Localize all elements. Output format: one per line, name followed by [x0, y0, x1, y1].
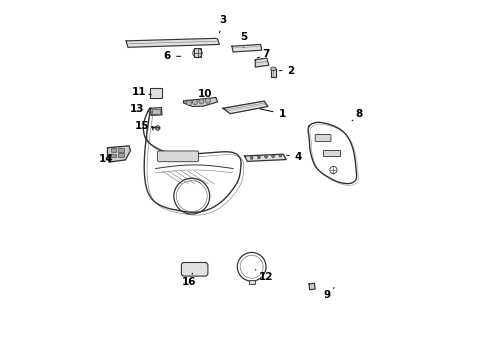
Bar — [111, 148, 116, 152]
Text: 6: 6 — [163, 51, 181, 61]
Bar — [118, 153, 123, 157]
Circle shape — [186, 100, 191, 105]
Polygon shape — [107, 146, 130, 162]
Polygon shape — [223, 101, 267, 114]
Text: 9: 9 — [323, 288, 333, 300]
Text: 16: 16 — [182, 273, 196, 287]
Circle shape — [250, 157, 253, 159]
Polygon shape — [183, 98, 217, 107]
Bar — [118, 148, 123, 152]
Polygon shape — [126, 39, 219, 47]
Polygon shape — [231, 44, 261, 52]
Polygon shape — [270, 69, 276, 77]
Text: 15: 15 — [135, 121, 154, 131]
Text: 5: 5 — [240, 32, 247, 47]
Polygon shape — [255, 58, 268, 67]
Text: 11: 11 — [131, 87, 151, 97]
Bar — [194, 48, 201, 57]
Bar — [248, 280, 254, 284]
Bar — [322, 150, 339, 156]
Text: 12: 12 — [255, 270, 273, 282]
Bar — [151, 109, 160, 114]
FancyBboxPatch shape — [157, 151, 198, 162]
Circle shape — [199, 99, 203, 104]
Text: 14: 14 — [99, 154, 114, 164]
Text: 8: 8 — [351, 109, 362, 121]
Circle shape — [192, 100, 197, 105]
Circle shape — [271, 155, 274, 158]
Bar — [111, 154, 116, 157]
Polygon shape — [308, 283, 314, 290]
Polygon shape — [244, 154, 285, 161]
Text: 7: 7 — [257, 49, 269, 59]
Text: 3: 3 — [219, 15, 226, 33]
FancyBboxPatch shape — [181, 262, 207, 276]
Circle shape — [205, 98, 210, 103]
Ellipse shape — [270, 67, 276, 71]
Text: 10: 10 — [198, 89, 215, 99]
FancyBboxPatch shape — [314, 134, 330, 141]
Circle shape — [264, 155, 267, 158]
Text: 2: 2 — [279, 66, 294, 76]
Polygon shape — [150, 108, 162, 116]
Circle shape — [257, 156, 260, 159]
Text: 4: 4 — [286, 152, 302, 162]
Text: 13: 13 — [129, 104, 151, 114]
Text: 1: 1 — [259, 109, 285, 119]
Circle shape — [278, 154, 281, 157]
Bar — [150, 88, 162, 98]
